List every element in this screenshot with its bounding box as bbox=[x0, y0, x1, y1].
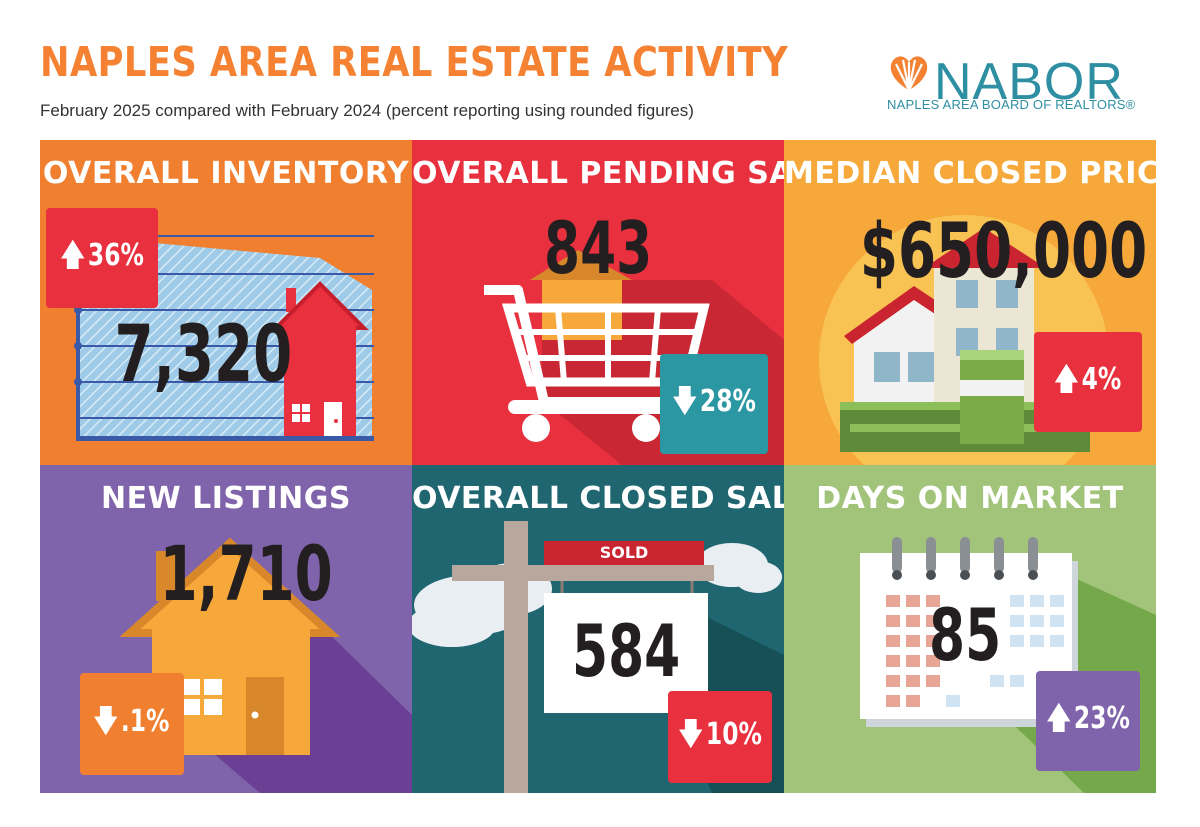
listings-heading: NEW LISTINGS bbox=[101, 481, 351, 516]
dom-change-badge: 🡅 23% bbox=[1036, 671, 1140, 771]
page-title: NAPLES AREA REAL ESTATE ACTIVITY bbox=[40, 38, 789, 86]
pending-change-badge: 🡇 28% bbox=[660, 354, 768, 454]
tile-days-on-market: DAYS ON MARKET 85 🡅 23% bbox=[784, 465, 1156, 793]
pending-change: 28% bbox=[699, 383, 756, 419]
inventory-value: 7,320 bbox=[114, 310, 293, 400]
tile-overall-closed-sales: OVERALL CLOSED SALES SOLD 584 🡇10% bbox=[412, 465, 784, 793]
dom-heading: DAYS ON MARKET bbox=[816, 481, 1124, 516]
tile-median-closed-price: MEDIAN CLOSED PRICE $650,000 🡅 4% bbox=[784, 140, 1156, 465]
pending-heading: OVERALL PENDING SALES bbox=[412, 156, 784, 191]
logo-tagline: NAPLES AREA BOARD OF REALTORS® bbox=[887, 97, 1136, 112]
dom-value: 85 bbox=[928, 593, 1002, 677]
tile-overall-pending-sales: OVERALL PENDING SALES 843 🡇28% bbox=[412, 140, 784, 465]
inventory-change: 36% bbox=[87, 237, 144, 273]
listings-value: 1,710 bbox=[159, 529, 333, 618]
pending-value: 843 bbox=[543, 206, 653, 290]
arrow-up-icon: 🡅 bbox=[1046, 700, 1071, 736]
arrow-down-icon: 🡇 bbox=[94, 703, 119, 739]
arrow-up-icon: 🡅 bbox=[1054, 361, 1079, 397]
page-subtitle: February 2025 compared with February 202… bbox=[40, 101, 694, 120]
closed-heading: OVERALL CLOSED SALES bbox=[412, 481, 784, 516]
listings-change-badge: 🡇 .1% bbox=[80, 673, 184, 775]
tile-new-listings: NEW LISTINGS 1,710 🡇 .1% bbox=[40, 465, 412, 793]
arrow-down-icon: 🡇 bbox=[678, 716, 703, 752]
median-value: $650,000 bbox=[859, 206, 1148, 295]
closed-change-badge: 🡇 10% bbox=[668, 691, 772, 783]
median-heading: MEDIAN CLOSED PRICE bbox=[784, 156, 1156, 191]
inventory-heading: OVERALL INVENTORY bbox=[42, 156, 410, 191]
closed-value: 584 bbox=[571, 609, 681, 693]
dom-change: 23% bbox=[1073, 700, 1130, 736]
sold-sign-label: SOLD bbox=[599, 543, 649, 562]
logo-wordmark: NABOR bbox=[934, 53, 1124, 111]
tile-overall-inventory: OVERALL INVENTORY 🡅 36% 7,320 bbox=[40, 140, 412, 465]
arrow-up-icon: 🡅 bbox=[60, 237, 85, 273]
median-change-badge: 🡅 4% bbox=[1034, 332, 1142, 432]
shell-icon bbox=[890, 56, 928, 91]
listings-change: .1% bbox=[121, 703, 170, 739]
inventory-change-badge: 🡅 36% bbox=[46, 208, 158, 308]
median-change: 4% bbox=[1081, 361, 1122, 397]
arrow-down-icon: 🡇 bbox=[672, 383, 697, 419]
closed-change: 10% bbox=[705, 716, 762, 752]
